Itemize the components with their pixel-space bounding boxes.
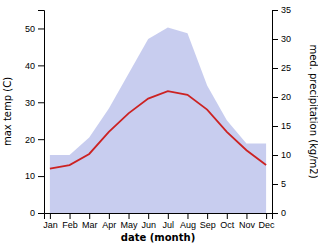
tick: 10: [272, 150, 291, 160]
tick-label: Nov: [239, 220, 256, 230]
tick: 5: [272, 179, 286, 189]
area: [50, 27, 266, 213]
tick-label: Aug: [180, 220, 196, 230]
tick-mark: [272, 10, 278, 11]
tick-label: 25: [281, 63, 291, 73]
line: [50, 91, 266, 169]
tick-label: 30: [281, 34, 291, 44]
chart: Jan Feb Mar Apr MayJun Jul Aug Sep Oct NovDec 0 10 2…: [0, 0, 318, 247]
tick: Nov: [239, 213, 256, 230]
tick-label: 15: [281, 121, 291, 131]
tick: Jul: [163, 213, 175, 230]
tick: 0: [272, 208, 286, 218]
tick-mark: [38, 213, 44, 214]
tick: 15: [272, 121, 291, 131]
tick-mark: [50, 213, 51, 219]
tick: 20: [272, 92, 291, 102]
tick: May: [121, 213, 139, 230]
tick-label: 35: [281, 5, 291, 15]
tick: 30: [25, 98, 44, 108]
tick-mark: [38, 65, 44, 66]
tick-mark: [70, 213, 71, 219]
tick-mark: [272, 184, 278, 185]
tick-mark: [89, 213, 90, 219]
x-axis-title: date (month): [121, 232, 195, 243]
tick-label: 30: [25, 98, 35, 108]
tick-label: 20: [25, 135, 35, 145]
tick-mark: [227, 213, 228, 219]
tick-label: Dec: [259, 220, 276, 230]
tick-mark: [187, 213, 188, 219]
tick-mark: [38, 139, 44, 140]
axis-line: [273, 11, 279, 214]
tick-label: Jun: [141, 220, 156, 230]
tick-mark: [272, 97, 278, 98]
y-axis-title: max temp (C): [2, 77, 13, 146]
tick: Sep: [200, 213, 216, 230]
tick-mark: [207, 213, 208, 219]
tick: 50: [25, 24, 44, 34]
tick: Jan: [43, 213, 58, 230]
y2-axis-title: med. precipitation (kg/m2): [308, 44, 318, 178]
tick: Feb: [62, 213, 78, 230]
tick-label: Oct: [220, 220, 235, 230]
tick: Apr: [102, 213, 116, 230]
tick: 40: [25, 61, 44, 71]
tick-mark: [246, 213, 247, 219]
tick: 35: [272, 5, 291, 15]
tick-label: 0: [30, 208, 35, 218]
tick-label: 40: [25, 61, 35, 71]
tick-mark: [38, 28, 44, 29]
tick-label: 20: [281, 92, 291, 102]
tick-mark: [109, 213, 110, 219]
x-axis: Jan Feb Mar Apr MayJun Jul Aug Sep Oct NovDec: [43, 213, 275, 230]
tick: 25: [272, 63, 291, 73]
plot-area: [50, 27, 266, 213]
tick-label: 0: [281, 208, 286, 218]
tick-label: Feb: [62, 220, 78, 230]
tick-label: Apr: [102, 220, 116, 230]
tick-mark: [272, 155, 278, 156]
tick-label: 50: [25, 24, 35, 34]
tick-mark: [272, 126, 278, 127]
tick-label: 5: [281, 179, 286, 189]
tick: 0: [30, 208, 44, 218]
tick: Dec: [259, 213, 276, 230]
tick-mark: [272, 213, 278, 214]
tick-label: 10: [25, 171, 35, 181]
tick: Jun: [141, 213, 156, 230]
tick: Aug: [180, 213, 196, 230]
tick-mark: [266, 213, 267, 219]
y-axis: 0 10 20 30 40 50: [25, 11, 45, 219]
tick: 30: [272, 34, 291, 44]
tick-label: Mar: [82, 220, 98, 230]
tick: 10: [25, 171, 44, 181]
tick-label: Jan: [43, 220, 58, 230]
tick: 20: [25, 135, 44, 145]
tick-mark: [148, 213, 149, 219]
tick-mark: [38, 102, 44, 103]
tick-mark: [38, 176, 44, 177]
tick: Oct: [220, 213, 235, 230]
tick-mark: [272, 39, 278, 40]
tick-label: May: [121, 220, 139, 230]
axis-line: [45, 214, 273, 220]
tick-mark: [129, 213, 130, 219]
axis-line: [38, 11, 45, 214]
tick-mark: [272, 68, 278, 69]
tick: Mar: [82, 213, 98, 230]
tick-mark: [168, 213, 169, 219]
tick-label: 10: [281, 150, 291, 160]
tick-label: Jul: [163, 220, 175, 230]
tick-label: Sep: [200, 220, 216, 230]
y2-axis: 0 5 10 15 20 25 30 35: [272, 5, 291, 218]
